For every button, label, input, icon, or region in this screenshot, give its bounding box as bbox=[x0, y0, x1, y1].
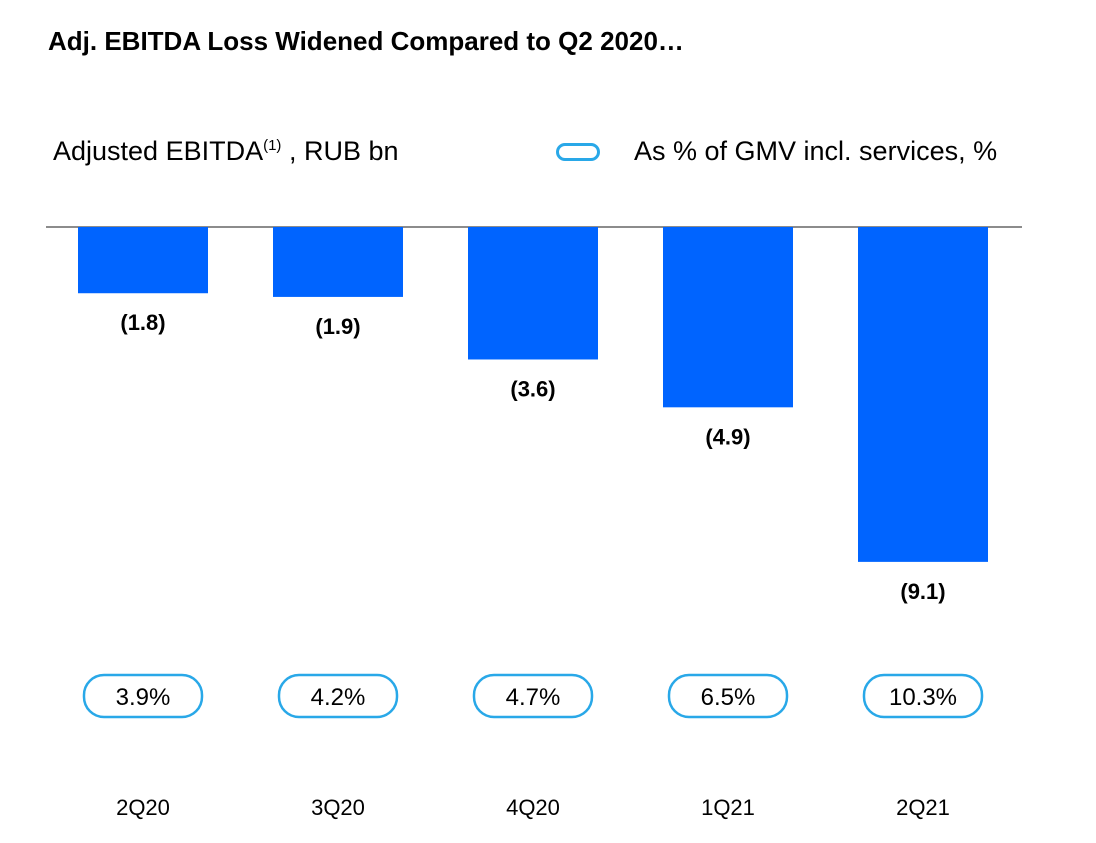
legend-pill-icon bbox=[556, 142, 600, 161]
bar-4Q20 bbox=[468, 227, 598, 360]
pct-label-1Q21: 6.5% bbox=[701, 684, 756, 711]
value-label-4Q20: (3.6) bbox=[510, 376, 555, 401]
subtitle-unit: , RUB bn bbox=[281, 136, 399, 166]
value-label-2Q20: (1.8) bbox=[120, 310, 165, 335]
legend-label: As % of GMV incl. services, % bbox=[634, 136, 998, 166]
chart-subtitle: Adjusted EBITDA(1) , RUB bn bbox=[53, 136, 398, 167]
category-label-3Q20: 3Q20 bbox=[311, 795, 365, 820]
pct-pill-1Q21 bbox=[667, 673, 789, 719]
pct-label-2Q21: 10.3% bbox=[889, 684, 957, 711]
pct-pill-2Q21 bbox=[862, 673, 984, 719]
category-label-4Q20: 4Q20 bbox=[506, 795, 560, 820]
category-label-2Q20: 2Q20 bbox=[116, 795, 170, 820]
chart-title: Adj. EBITDA Loss Widened Compared to Q2 … bbox=[48, 26, 684, 56]
category-label-1Q21: 1Q21 bbox=[701, 795, 755, 820]
value-label-1Q21: (4.9) bbox=[705, 424, 750, 449]
value-label-3Q20: (1.9) bbox=[315, 314, 360, 339]
category-label-2Q21: 2Q21 bbox=[896, 795, 950, 820]
pct-pill-2Q20 bbox=[82, 673, 204, 719]
value-label-2Q21: (9.1) bbox=[900, 579, 945, 604]
pct-label-4Q20: 4.7% bbox=[506, 684, 561, 711]
pct-pill-3Q20 bbox=[277, 673, 399, 719]
bar-1Q21 bbox=[663, 227, 793, 408]
legend: As % of GMV incl. services, % bbox=[556, 136, 997, 167]
bar-2Q20 bbox=[78, 227, 208, 294]
bar-2Q21 bbox=[858, 227, 988, 562]
pct-label-3Q20: 4.2% bbox=[311, 684, 366, 711]
subtitle-main: Adjusted EBITDA bbox=[53, 136, 264, 166]
pct-label-2Q20: 3.9% bbox=[116, 684, 171, 711]
pct-pill-4Q20 bbox=[472, 673, 594, 719]
subtitle-footnote: (1) bbox=[263, 137, 282, 154]
bar-3Q20 bbox=[273, 227, 403, 297]
